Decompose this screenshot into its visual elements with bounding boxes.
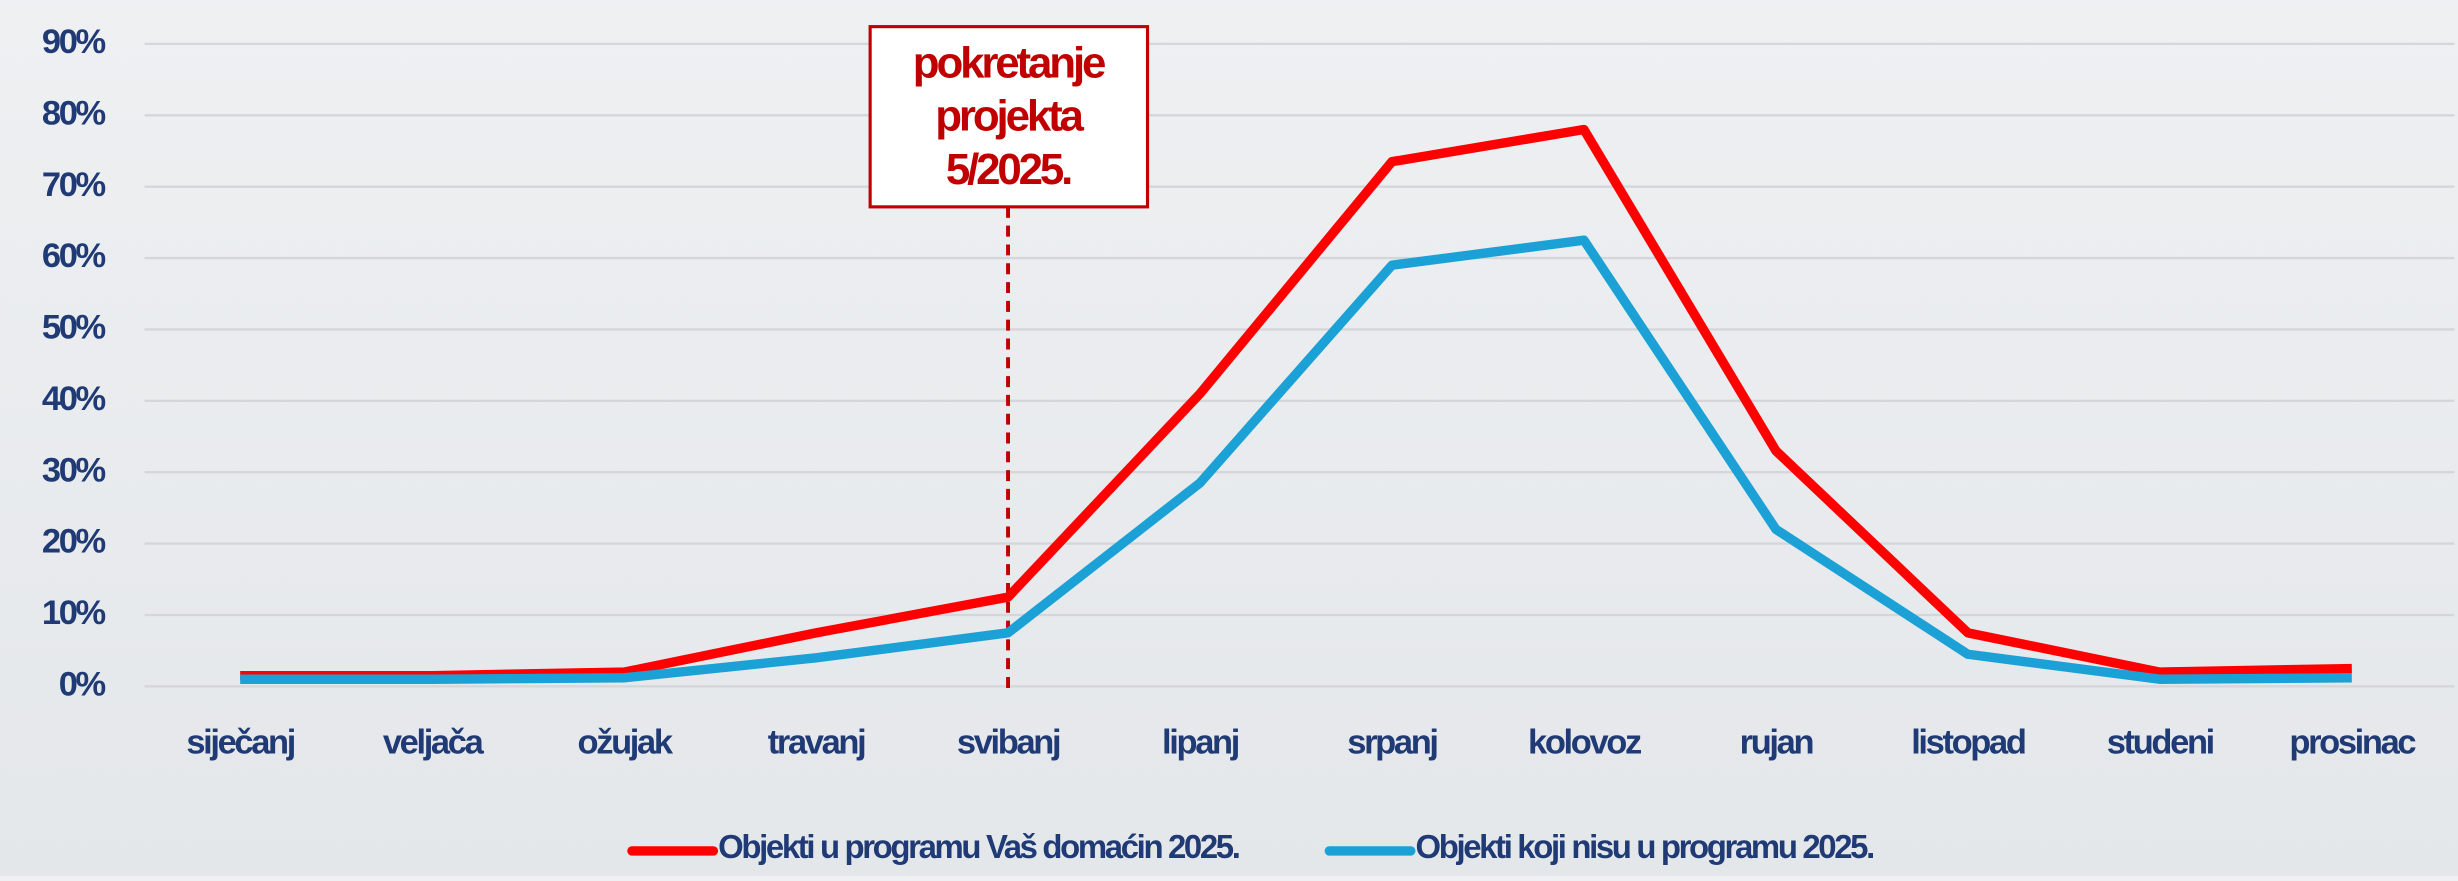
- annotation-text: projekta: [935, 92, 1084, 141]
- y-tick-label: 60%: [42, 237, 106, 275]
- line-series: [240, 240, 2352, 679]
- x-tick-label: listopad: [1911, 723, 2025, 761]
- legend-label: Objekti u programu Vaš domaćin 2025.: [718, 828, 1239, 865]
- y-tick-label: 80%: [42, 94, 106, 132]
- x-tick-label: ožujak: [578, 723, 674, 761]
- legend-label: Objekti koji nisu u programu 2025.: [1415, 828, 1873, 865]
- x-tick-label: prosinac: [2289, 723, 2416, 761]
- x-tick-label: siječanj: [186, 723, 294, 761]
- y-tick-label: 0%: [59, 665, 106, 703]
- y-tick-label: 70%: [42, 166, 106, 204]
- y-tick-label: 30%: [42, 451, 106, 489]
- x-tick-label: lipanj: [1162, 723, 1239, 761]
- y-tick-label: 10%: [42, 594, 106, 632]
- x-tick-label: srpanj: [1347, 723, 1437, 761]
- x-tick-label: veljača: [383, 723, 485, 761]
- x-tick-label: travanj: [768, 723, 865, 761]
- y-tick-label: 90%: [42, 23, 106, 61]
- chart: 0% 10% 20% 30% 40% 50% 60% 70% 80% 90% siječanj vel…: [0, 0, 2458, 876]
- x-tick-label: rujan: [1740, 723, 1813, 761]
- annotation-text: pokretanje: [913, 38, 1105, 87]
- x-tick-label: kolovoz: [1528, 723, 1641, 761]
- annotation-text: 5/2025.: [946, 145, 1071, 194]
- x-tick-label: studeni: [2107, 723, 2214, 761]
- x-tick-label: svibanj: [957, 723, 1060, 761]
- y-tick-label: 40%: [42, 380, 106, 418]
- y-tick-label: 20%: [42, 523, 106, 561]
- y-tick-label: 50%: [42, 309, 106, 347]
- line-series: [240, 130, 2352, 676]
- page: 0% 10% 20% 30% 40% 50% 60% 70% 80% 90% siječanj vel…: [0, 0, 2458, 876]
